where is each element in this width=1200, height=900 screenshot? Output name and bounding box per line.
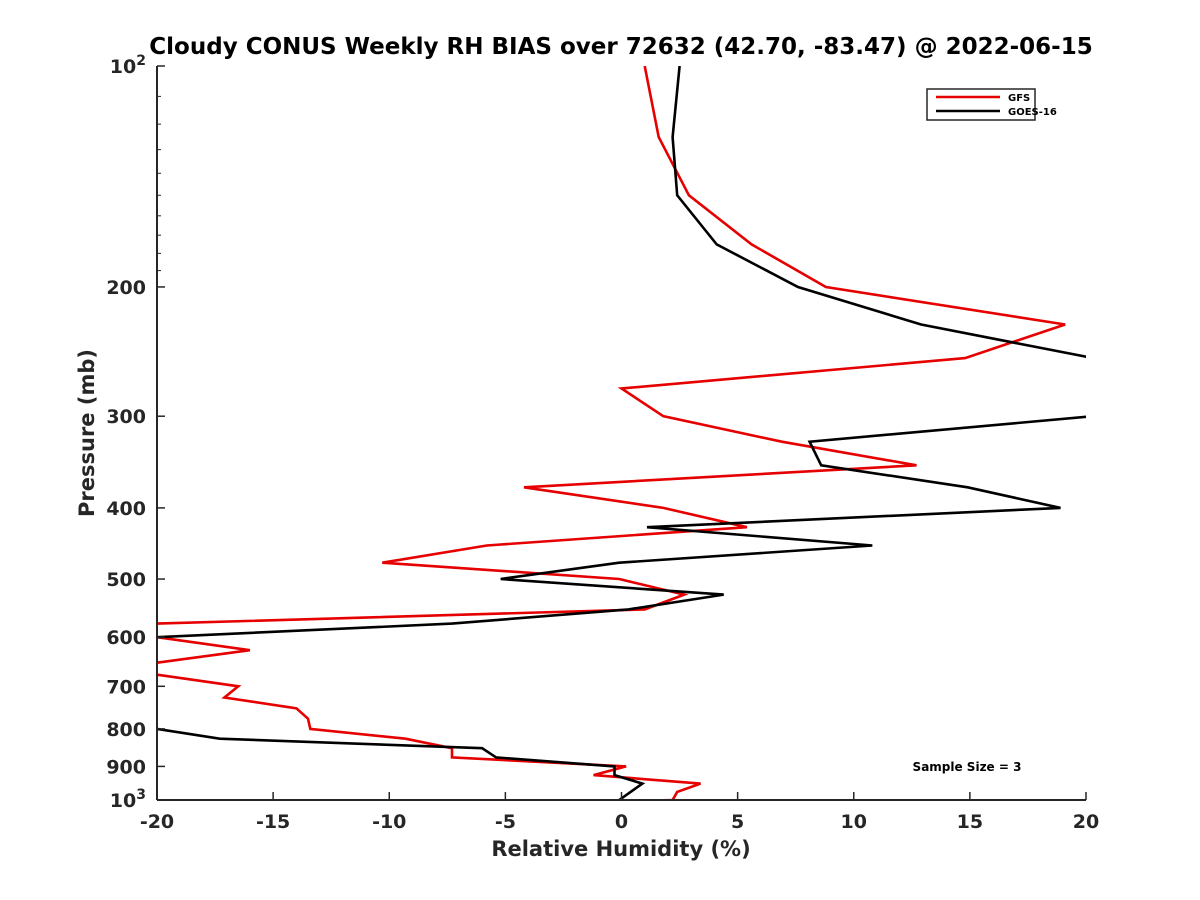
legend: GFS GOES-16 <box>926 88 1057 121</box>
y-tick-label: 103 <box>110 787 146 812</box>
x-tick-label: -20 <box>140 811 174 833</box>
series-line-gfs <box>157 66 1066 625</box>
chart-title: Cloudy CONUS Weekly RH BIAS over 72632 (… <box>149 34 1092 60</box>
series-layer <box>157 66 1086 800</box>
x-tick-label: 10 <box>841 811 867 833</box>
y-tick-label: 200 <box>106 277 146 299</box>
legend-label-gfs: GFS <box>1008 93 1030 104</box>
x-axis-label: Relative Humidity (%) <box>491 837 750 861</box>
y-axis-ticks: 102 200 300 400 500 600 700 800 900 103 <box>106 53 165 812</box>
x-tick-label: 20 <box>1073 811 1099 833</box>
y-tick-label: 102 <box>110 53 146 78</box>
y-tick-label: 800 <box>106 719 146 741</box>
series-line-goes-16 <box>157 415 1086 639</box>
x-tick-label: -15 <box>256 811 290 833</box>
x-tick-label: -5 <box>495 811 516 833</box>
x-tick-label: 15 <box>957 811 983 833</box>
x-tick-label: -10 <box>372 811 406 833</box>
legend-box <box>926 88 1036 121</box>
legend-label-goes16: GOES-16 <box>1008 107 1057 118</box>
x-tick-label: 0 <box>615 811 628 833</box>
y-axis-label: Pressure (mb) <box>75 349 99 517</box>
y-tick-label: 500 <box>106 569 146 591</box>
y-tick-label: 600 <box>106 627 146 649</box>
plot-area <box>156 66 1086 801</box>
plot-background <box>157 66 1086 800</box>
series-line-goes-16 <box>671 66 1086 359</box>
y-tick-label: 700 <box>106 676 146 698</box>
x-axis-ticks: -20 -15 -10 -5 0 5 10 15 20 <box>140 792 1099 833</box>
y-tick-label: 400 <box>106 498 146 520</box>
series-line-gfs <box>157 635 251 664</box>
sample-size-annotation: Sample Size = 3 <box>913 760 1022 774</box>
series-line-goes-16 <box>157 727 646 800</box>
y-tick-label: 900 <box>106 756 146 778</box>
x-tick-label: 5 <box>731 811 744 833</box>
y-tick-label: 300 <box>106 406 146 428</box>
